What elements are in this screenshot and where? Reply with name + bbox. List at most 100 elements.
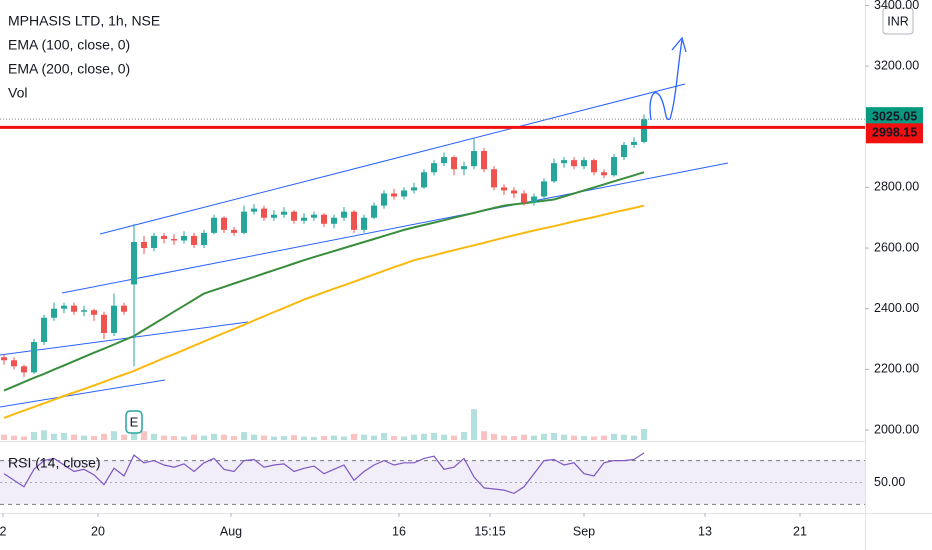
- candle-body: [191, 235, 197, 246]
- candle-body: [21, 366, 27, 373]
- volume-bar: [361, 434, 367, 440]
- volume-bar: [251, 434, 257, 440]
- candle-body: [391, 193, 397, 197]
- volume-bar: [271, 436, 277, 440]
- price-label-box: [866, 123, 923, 144]
- volume-bar: [71, 434, 77, 440]
- candle-body: [401, 190, 407, 197]
- candle-body: [611, 157, 617, 176]
- candle-body: [481, 151, 487, 170]
- candle-body: [291, 211, 297, 221]
- volume-bar: [181, 436, 187, 440]
- candle-body: [571, 160, 577, 167]
- candle-body: [211, 217, 217, 233]
- candle-body: [521, 193, 527, 203]
- trend-line: [0, 379, 166, 408]
- volume-bar: [471, 409, 477, 440]
- volume-bar: [311, 436, 317, 440]
- candle-body: [431, 163, 437, 173]
- rsi-tick-label: 50.00: [874, 475, 905, 489]
- labels: MPHASIS LTD, 1h, NSE EMA (100, close, 0)…: [8, 13, 160, 471]
- candle-body: [441, 157, 447, 164]
- candle-body: [1, 357, 7, 361]
- volume-bar: [321, 436, 327, 440]
- candle-body: [101, 314, 107, 333]
- legend-entry: EMA (100, close, 0): [8, 37, 130, 53]
- rsi-legend: RSI (14, close): [8, 455, 101, 471]
- volume-bar: [21, 436, 27, 440]
- volume-bar: [291, 435, 297, 440]
- candle-body: [641, 119, 647, 142]
- trend-line: [99, 83, 686, 235]
- volume-bar: [51, 433, 57, 440]
- volume-bar: [111, 431, 117, 440]
- volume-bar: [591, 436, 597, 440]
- candle-body: [71, 305, 77, 312]
- volume-bar: [631, 435, 637, 440]
- candle-body: [561, 160, 567, 164]
- volume-bar: [101, 433, 107, 440]
- volume-bar: [521, 434, 527, 440]
- x-tick-label: Aug: [220, 524, 242, 538]
- x-tick-label: 13: [698, 524, 712, 538]
- x-tick-label: 21: [793, 524, 807, 538]
- trend-line: [61, 162, 729, 294]
- volume-bar: [411, 434, 417, 440]
- x-tick-label: 15:15: [474, 524, 505, 538]
- candle-body: [271, 214, 277, 218]
- x-tick-label: 16: [392, 524, 406, 538]
- currency-box: [882, 7, 914, 35]
- volume-bar: [371, 435, 377, 440]
- volume-bar: [81, 435, 87, 440]
- candle-body: [331, 217, 337, 224]
- volume-bar: [481, 431, 487, 440]
- volume-bar: [11, 435, 17, 440]
- price-label: 2998.15: [872, 126, 917, 140]
- volume-bar: [391, 436, 397, 440]
- volume-bar: [461, 432, 467, 440]
- y-tick-label: 2200.00: [874, 362, 919, 376]
- volume-bar: [241, 432, 247, 440]
- volume-bar: [381, 432, 387, 440]
- candle-body: [381, 193, 387, 206]
- candle-body: [531, 196, 537, 203]
- y-tick-label: 2800.00: [874, 180, 919, 194]
- candle-body: [281, 211, 287, 215]
- y-tick-label: 3400.00: [874, 0, 919, 12]
- candle-body: [341, 211, 347, 218]
- arrow-drawing: [649, 36, 687, 121]
- marks: 2000.00 2200.00 2400.00 2600.00 2800.00 3200.…: [0, 0, 923, 538]
- volume-bar: [91, 436, 97, 440]
- candle-body: [451, 157, 457, 170]
- volume-bar: [171, 436, 177, 440]
- candle-body: [11, 360, 17, 367]
- volume-bar: [1, 434, 7, 440]
- volume-bar: [641, 429, 647, 440]
- ema-line: [3, 204, 645, 419]
- candle-body: [411, 187, 417, 191]
- candle-body: [231, 229, 237, 233]
- candle-body: [631, 141, 637, 145]
- candle-body: [61, 305, 67, 309]
- ema-line: [3, 171, 645, 392]
- volume-bar: [501, 435, 507, 440]
- volume-bar: [31, 432, 37, 440]
- volume-bar: [341, 436, 347, 440]
- volume-bar: [541, 433, 547, 440]
- candle-body: [601, 172, 607, 176]
- volume-bar: [611, 433, 617, 440]
- volume-bar: [601, 435, 607, 440]
- volume-bar: [151, 433, 157, 440]
- volume-bar: [581, 436, 587, 440]
- volume-bar: [211, 433, 217, 440]
- x-tick-label: Sep: [573, 524, 595, 538]
- candle-body: [131, 241, 137, 285]
- candle-body: [461, 166, 467, 170]
- candle-body: [51, 308, 57, 318]
- candle-body: [261, 208, 267, 218]
- volume-bar: [161, 435, 167, 440]
- volume-bar: [561, 434, 567, 440]
- candle-body: [151, 235, 157, 249]
- candle-body: [161, 235, 167, 239]
